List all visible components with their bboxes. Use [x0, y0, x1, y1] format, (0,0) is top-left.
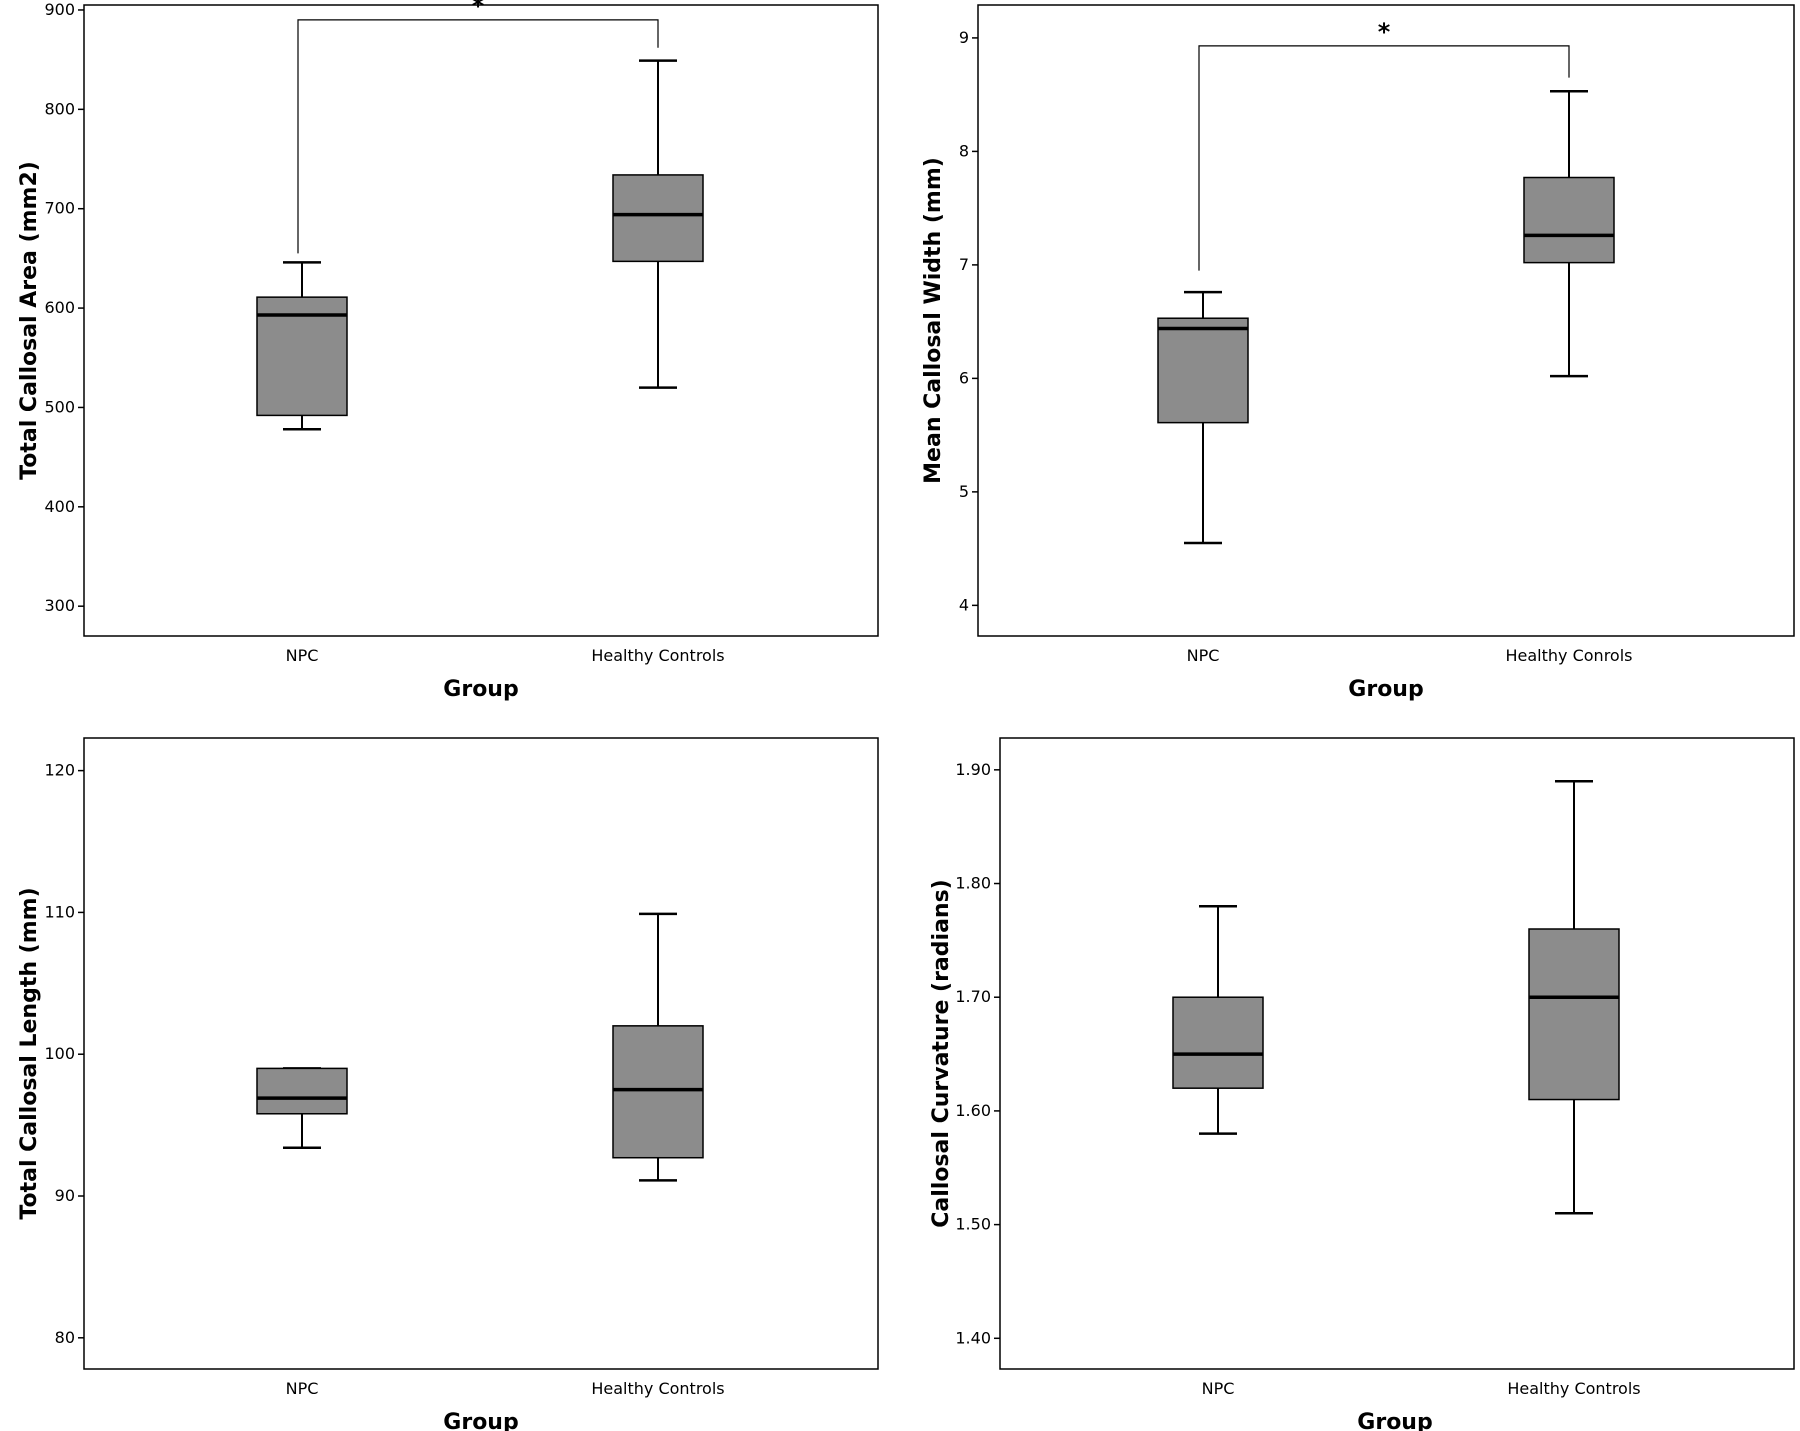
- x-category-label: NPC: [1187, 646, 1220, 665]
- y-tick-label: 8: [959, 141, 969, 160]
- y-axis-title: Callosal Curvature (radians): [929, 879, 954, 1227]
- box-plot-0: [256, 261, 348, 431]
- panel-mean-callosal-width: 4 5 6 7 8 9 * NPC Healthy Conrols Group Mean …: [921, 4, 1795, 702]
- box-iqr: [256, 1067, 348, 1115]
- y-tick-label: 9: [959, 28, 969, 47]
- box-plots: [1172, 779, 1620, 1215]
- x-category-label: Healthy Controls: [591, 646, 724, 665]
- y-tick-label: 1.40: [955, 1328, 991, 1347]
- y-tick-label: 1.90: [955, 760, 991, 779]
- y-axis-title: Total Callosal Length (mm): [17, 887, 42, 1219]
- x-axis-title: Group: [1357, 1410, 1432, 1431]
- bracket-line: [297, 19, 659, 254]
- y-tick-label: 90: [55, 1186, 75, 1205]
- x-category-label: NPC: [286, 646, 319, 665]
- x-axis-title: Group: [443, 677, 518, 702]
- y-tick-label: 600: [44, 298, 75, 317]
- y-tick-label: 300: [44, 596, 75, 615]
- panel-total-callosal-length: 80 90 100 110 120 NPC Healthy Controls Group…: [17, 737, 879, 1431]
- x-axis-title: Group: [1348, 677, 1423, 702]
- box-iqr: [612, 1025, 704, 1159]
- x-category-label: NPC: [1202, 1379, 1235, 1398]
- x-category-label: Healthy Conrols: [1506, 646, 1633, 665]
- y-ticks: 1.40 1.50 1.60 1.70 1.80 1.90: [955, 760, 1000, 1347]
- x-category-labels: NPC Healthy Controls: [1202, 1379, 1641, 1398]
- box-plots: [256, 59, 704, 431]
- y-tick-label: 900: [44, 0, 75, 19]
- y-tick-label: 1.60: [955, 1101, 991, 1120]
- y-tick-label: 120: [44, 761, 75, 780]
- panel-callosal-curvature: 1.40 1.50 1.60 1.70 1.80 1.90 NPC Healthy Con…: [929, 737, 1795, 1431]
- y-axis-title: Mean Callosal Width (mm): [921, 157, 946, 484]
- box-iqr: [256, 296, 348, 417]
- x-category-labels: NPC Healthy Controls: [286, 1379, 725, 1398]
- box-iqr: [612, 174, 704, 263]
- box-plot-0: [1172, 905, 1264, 1135]
- significance-bracket: *: [297, 0, 659, 254]
- y-tick-label: 4: [959, 595, 969, 614]
- x-category-label: Healthy Controls: [1507, 1379, 1640, 1398]
- box-plot-1: [612, 912, 704, 1182]
- y-tick-label: 6: [959, 368, 969, 387]
- y-ticks: 300 400 500 600 700 800 900: [44, 0, 84, 615]
- box-plots: [1157, 90, 1615, 545]
- x-category-label: NPC: [286, 1379, 319, 1398]
- x-category-labels: NPC Healthy Controls: [286, 646, 725, 665]
- box-plot-0: [256, 1067, 348, 1150]
- box-iqr: [1157, 317, 1249, 424]
- y-tick-label: 400: [44, 497, 75, 516]
- y-tick-label: 110: [44, 902, 75, 921]
- bracket-line: [1198, 45, 1570, 271]
- box-plot-1: [1523, 90, 1615, 378]
- y-ticks: 4 5 6 7 8 9: [959, 28, 978, 614]
- significance-bracket: *: [1198, 18, 1570, 271]
- box-plots: [256, 912, 704, 1182]
- plot-frame: [83, 4, 879, 637]
- box-iqr: [1523, 176, 1615, 264]
- y-axis-title: Total Callosal Area (mm2): [17, 161, 42, 480]
- y-tick-label: 1.50: [955, 1215, 991, 1234]
- y-tick-label: 5: [959, 482, 969, 501]
- y-tick-label: 80: [55, 1328, 75, 1347]
- y-tick-label: 500: [44, 397, 75, 416]
- y-tick-label: 800: [44, 99, 75, 118]
- x-category-label: Healthy Controls: [591, 1379, 724, 1398]
- box-plot-1: [1528, 779, 1620, 1215]
- y-tick-label: 7: [959, 255, 969, 274]
- significance-star: *: [472, 0, 485, 20]
- y-tick-label: 1.70: [955, 987, 991, 1006]
- x-category-labels: NPC Healthy Conrols: [1187, 646, 1633, 665]
- y-tick-label: 700: [44, 199, 75, 218]
- y-tick-label: 1.80: [955, 874, 991, 893]
- significance-star: *: [1378, 18, 1391, 46]
- box-plot-0: [1157, 290, 1249, 545]
- plot-frame: [83, 737, 879, 1370]
- plot-frame: [977, 4, 1795, 637]
- x-axis-title: Group: [443, 1410, 518, 1431]
- y-ticks: 80 90 100 110 120: [44, 761, 84, 1347]
- box-iqr: [1528, 928, 1620, 1101]
- box-iqr: [1172, 996, 1264, 1089]
- y-tick-label: 100: [44, 1044, 75, 1063]
- panel-total-callosal-area: 300 400 500 600 700 800 900 * NPC Healthy Cont…: [17, 0, 879, 702]
- box-plot-1: [612, 59, 704, 389]
- plot-frame: [999, 737, 1795, 1370]
